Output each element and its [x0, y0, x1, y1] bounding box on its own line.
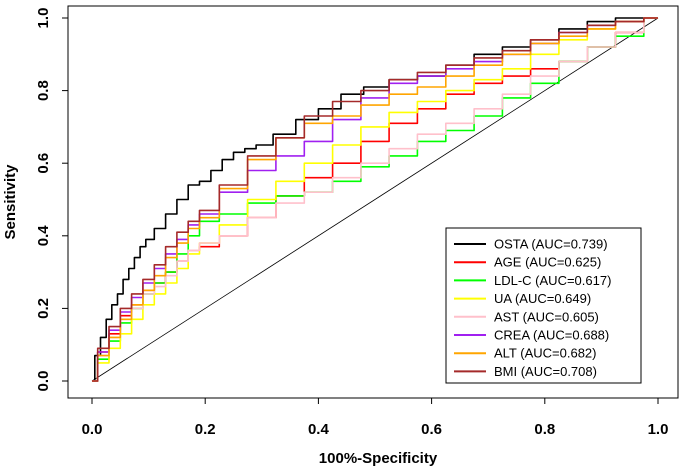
legend-entry: UA (AUC=0.649)	[494, 291, 591, 306]
legend-box	[445, 227, 642, 384]
roc-curves	[92, 17, 658, 382]
x-axis: 0.0 0.2 0.4 0.6 0.8 1.0	[82, 398, 669, 438]
x-tick-label: 0.6	[421, 421, 442, 438]
roc-curve-osta	[92, 17, 658, 382]
y-tick-label: 0.2	[35, 298, 52, 319]
legend-entry: BMI (AUC=0.708)	[494, 364, 597, 379]
legend-entry: ALT (AUC=0.682)	[494, 346, 596, 361]
y-tick-label: 0.4	[35, 225, 52, 247]
roc-curve-bmi	[92, 17, 658, 382]
legend-entry: CREA (AUC=0.688)	[494, 328, 609, 343]
y-tick-label: 0.6	[35, 153, 52, 174]
legend-entry: LDL-C (AUC=0.617)	[494, 273, 611, 288]
y-axis-label: Sensitivity	[2, 164, 19, 240]
plot-frame	[67, 5, 679, 399]
reference-diagonal	[91, 17, 659, 382]
y-tick-label: 1.0	[35, 8, 52, 29]
x-tick-label: 0.0	[82, 421, 103, 438]
y-tick-label: 0.8	[35, 80, 52, 101]
roc-curve-ast	[92, 17, 658, 382]
x-axis-label: 100%-Specificity	[319, 450, 438, 467]
legend-entry: AGE (AUC=0.625)	[494, 255, 601, 270]
y-tick-label: 0.0	[35, 371, 52, 392]
x-tick-label: 0.4	[308, 421, 330, 438]
y-axis: 0.0 0.2 0.4 0.6 0.8 1.0	[35, 8, 68, 392]
legend-entry: OSTA (AUC=0.739)	[494, 237, 608, 252]
x-tick-label: 0.8	[534, 421, 555, 438]
legend-entry: AST (AUC=0.605)	[494, 309, 599, 324]
x-tick-label: 1.0	[648, 421, 669, 438]
x-tick-label: 0.2	[195, 421, 216, 438]
legend: OSTA (AUC=0.739) AGE (AUC=0.625) LDL-C (AU…	[445, 227, 642, 384]
